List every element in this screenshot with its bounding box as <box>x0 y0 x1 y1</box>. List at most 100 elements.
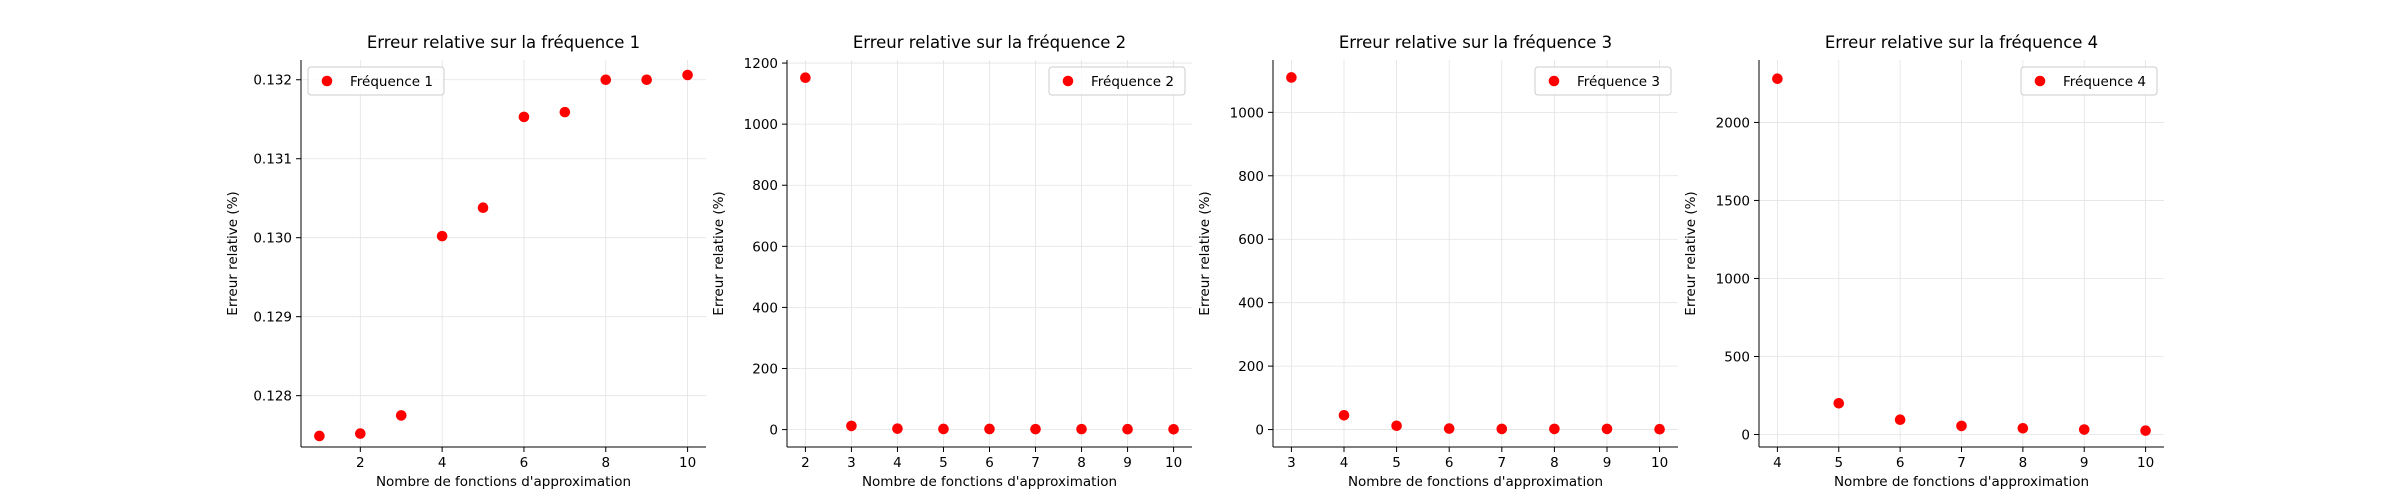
x-tick-label: 10 <box>1165 455 1182 471</box>
chart-panel-2: 2 3 4 5 6 7 8 9 10 0 200 400 600 800 1000 1200 Erreur re… <box>711 33 1192 490</box>
x-tick-label: 9 <box>1603 455 1612 471</box>
x-tick-label: 10 <box>2137 455 2154 471</box>
x-tick-label: 8 <box>1077 455 1086 471</box>
legend-label: Fréquence 4 <box>2063 74 2146 90</box>
x-tick-label: 6 <box>985 455 994 471</box>
x-tick-label: 7 <box>1498 455 1507 471</box>
data-point <box>355 428 366 439</box>
y-axis-label: Erreur relative (%) <box>1683 191 1699 315</box>
y-tick-label: 200 <box>1238 359 1264 375</box>
data-point <box>1833 398 1845 409</box>
data-point <box>600 74 612 86</box>
data-point <box>984 423 995 435</box>
y-axis-label: Erreur relative (%) <box>1197 191 1213 315</box>
y-tick-label: 1000 <box>1716 271 1750 287</box>
data-point <box>2017 422 2029 434</box>
data-point <box>1956 420 1967 432</box>
x-axis-label: Nombre de fonctions d'approximation <box>862 474 1117 490</box>
data-point <box>314 430 325 442</box>
data-point <box>1496 423 1508 435</box>
data-point <box>641 74 652 86</box>
legend-box <box>307 66 445 96</box>
y-tick-label: 1000 <box>1230 105 1264 121</box>
x-tick-label: 9 <box>2080 455 2089 471</box>
x-tick-label: 5 <box>1392 455 1401 471</box>
y-tick-label: 600 <box>752 239 778 255</box>
data-point <box>1772 73 1783 85</box>
data-point <box>846 420 857 432</box>
data-point <box>938 423 949 435</box>
x-tick-label: 10 <box>679 455 696 471</box>
legend-box <box>1534 66 1672 96</box>
data-point <box>518 111 530 123</box>
legend-label: Fréquence 3 <box>1577 74 1660 90</box>
x-tick-label: 4 <box>1773 455 1782 471</box>
legend-label: Fréquence 1 <box>350 74 433 90</box>
y-tick-label: 1200 <box>744 56 778 72</box>
y-tick-label: 600 <box>1238 232 1264 248</box>
chart-title: Erreur relative sur la fréquence 2 <box>853 33 1126 52</box>
y-tick-label: 200 <box>752 362 778 378</box>
x-tick-label: 3 <box>1287 455 1296 471</box>
legend-marker <box>1062 75 1074 87</box>
y-tick-label: 1500 <box>1716 193 1750 209</box>
x-tick-label: 6 <box>1445 455 1454 471</box>
chart-panel-4: 4 5 6 7 8 9 10 0 500 1000 1500 2000 Erreur relative … <box>1683 33 2164 490</box>
x-tick-label: 2 <box>801 455 810 471</box>
data-point <box>1443 423 1455 434</box>
data-point <box>1549 423 1560 435</box>
x-tick-label: 4 <box>1340 455 1349 471</box>
x-tick-label: 6 <box>520 455 529 471</box>
legend-box <box>1048 66 1186 96</box>
data-point <box>1122 423 1133 435</box>
data-point <box>1030 423 1041 435</box>
x-tick-label: 5 <box>1834 455 1843 471</box>
legend-marker <box>321 75 333 87</box>
x-tick-label: 10 <box>1651 455 1668 471</box>
x-tick-label: 2 <box>356 455 365 471</box>
y-tick-label: 0 <box>1741 428 1750 444</box>
data-point <box>800 72 811 84</box>
chart-panel-1: 2 4 6 8 10 0.128 0.129 0.130 0.131 0.132 Erreur re… <box>225 33 706 490</box>
data-point <box>395 410 407 421</box>
legend-marker <box>1548 75 1560 87</box>
y-tick-label: 800 <box>752 178 778 194</box>
x-tick-label: 7 <box>1031 455 1040 471</box>
y-tick-label: 0 <box>1255 423 1264 439</box>
x-tick-label: 9 <box>1123 455 1132 471</box>
y-tick-label: 0.130 <box>253 231 292 247</box>
legend-box <box>2020 66 2158 96</box>
data-point <box>559 106 571 118</box>
y-tick-label: 0.131 <box>253 152 292 168</box>
y-tick-label: 1000 <box>744 117 778 133</box>
data-point <box>477 202 489 213</box>
y-tick-label: 400 <box>752 300 778 316</box>
data-point <box>436 230 448 242</box>
data-point <box>892 423 903 434</box>
y-axis-label: Erreur relative (%) <box>225 191 241 315</box>
x-tick-label: 6 <box>1896 455 1905 471</box>
chart-panel-3: 3 4 5 6 7 8 9 10 0 200 400 600 800 1000 Erreur relativ… <box>1197 33 1678 490</box>
y-tick-label: 800 <box>1238 169 1264 185</box>
x-axis-label: Nombre de fonctions d'approximation <box>1348 474 1603 490</box>
legend-label: Fréquence 2 <box>1091 74 1174 90</box>
y-tick-label: 500 <box>1724 349 1750 365</box>
data-point <box>1391 420 1402 432</box>
data-point <box>1601 423 1613 435</box>
y-tick-label: 0.128 <box>253 389 292 405</box>
x-tick-label: 3 <box>847 455 856 471</box>
y-tick-label: 0.129 <box>253 310 292 326</box>
data-point <box>1654 423 1665 435</box>
y-axis-label: Erreur relative (%) <box>711 191 727 315</box>
x-tick-label: 8 <box>2019 455 2028 471</box>
x-axis-label: Nombre de fonctions d'approximation <box>376 474 631 490</box>
y-tick-label: 0.132 <box>253 73 292 89</box>
x-tick-label: 8 <box>601 455 610 471</box>
data-point <box>1168 423 1179 435</box>
data-point <box>1286 72 1297 83</box>
x-tick-label: 7 <box>1957 455 1966 471</box>
y-tick-label: 2000 <box>1716 115 1750 131</box>
x-tick-label: 5 <box>939 455 948 471</box>
x-axis-label: Nombre de fonctions d'approximation <box>1834 474 2089 490</box>
